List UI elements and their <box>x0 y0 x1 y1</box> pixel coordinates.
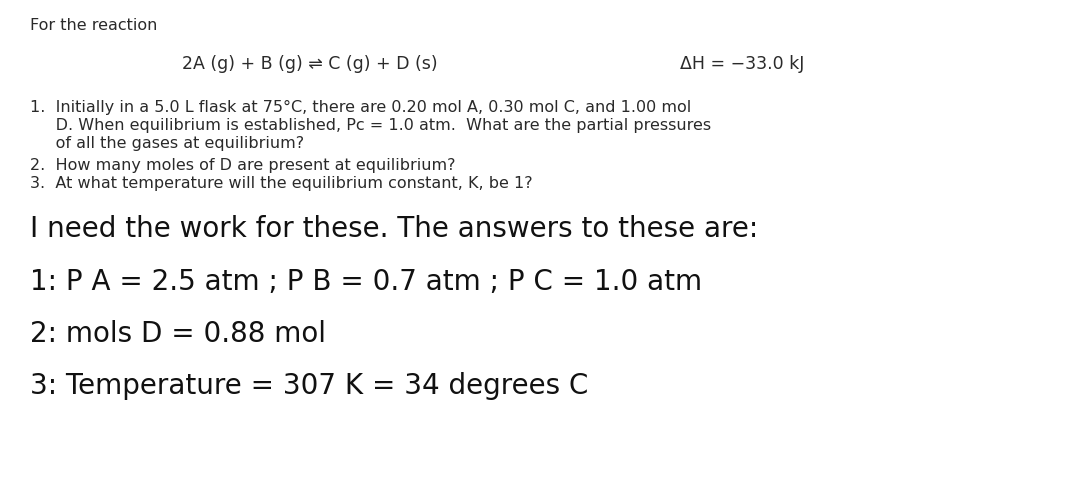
Text: 2.  How many moles of D are present at equilibrium?: 2. How many moles of D are present at eq… <box>30 158 456 173</box>
Text: ΔH = −33.0 kJ: ΔH = −33.0 kJ <box>680 55 805 73</box>
Text: I need the work for these. The answers to these are:: I need the work for these. The answers t… <box>30 215 758 243</box>
Text: 2: mols D = 0.88 mol: 2: mols D = 0.88 mol <box>30 319 326 347</box>
Text: 3: Temperature = 307 K = 34 degrees C: 3: Temperature = 307 K = 34 degrees C <box>30 371 589 399</box>
Text: 1: P A = 2.5 atm ; P B = 0.7 atm ; P C = 1.0 atm: 1: P A = 2.5 atm ; P B = 0.7 atm ; P C =… <box>30 267 702 295</box>
Text: 3.  At what temperature will the equilibrium constant, K, be 1?: 3. At what temperature will the equilibr… <box>30 176 532 191</box>
Text: of all the gases at equilibrium?: of all the gases at equilibrium? <box>30 136 305 151</box>
Text: 1.  Initially in a 5.0 L flask at 75°C, there are 0.20 mol A, 0.30 mol C, and 1.: 1. Initially in a 5.0 L flask at 75°C, t… <box>30 100 691 115</box>
Text: D. When equilibrium is established, Pᴄ = 1.0 atm.  What are the partial pressure: D. When equilibrium is established, Pᴄ =… <box>30 118 711 133</box>
Text: 2A (g) + B (g) ⇌ C (g) + D (s): 2A (g) + B (g) ⇌ C (g) + D (s) <box>183 55 437 73</box>
Text: For the reaction: For the reaction <box>30 18 158 33</box>
